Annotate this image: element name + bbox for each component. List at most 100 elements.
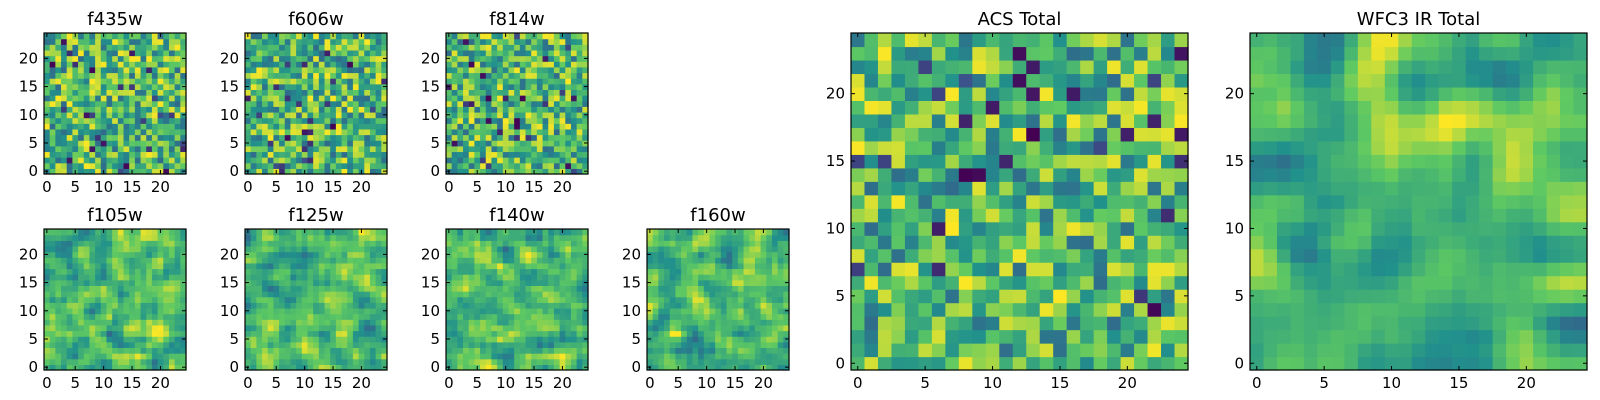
heatmap-cell: [698, 353, 705, 360]
heatmap-cell: [737, 268, 745, 275]
heatmap-cell: [749, 319, 756, 326]
heatmap-cell: [480, 95, 487, 102]
heatmap-cell: [95, 95, 102, 102]
heatmap-cell: [720, 257, 728, 264]
heatmap-cell: [743, 358, 750, 365]
heatmap-cell: [89, 128, 96, 136]
heatmap-cell: [267, 66, 274, 74]
heatmap-cell: [313, 111, 320, 119]
heatmap-cell: [55, 358, 62, 365]
heatmap-acs-total: [851, 33, 1189, 371]
heatmap-cell: [89, 240, 96, 247]
heatmap-cell: [565, 336, 572, 343]
heatmap-cell: [313, 358, 320, 365]
heatmap-cell: [692, 240, 699, 247]
heatmap-cell: [582, 106, 589, 113]
heatmap-cell: [958, 208, 973, 223]
heatmap-cell: [267, 229, 274, 236]
heatmap-cell: [106, 234, 113, 241]
heatmap-cell: [732, 358, 739, 365]
heatmap-cell: [457, 95, 464, 102]
heatmap-cell: [273, 151, 280, 158]
y-tick-label: 5: [229, 330, 239, 348]
heatmap-cell: [664, 240, 671, 247]
heatmap-cell: [335, 55, 343, 62]
y-tick-label: 0: [28, 358, 38, 376]
heatmap-cell: [525, 89, 532, 96]
heatmap-cell: [675, 268, 682, 275]
heatmap-cell: [341, 358, 348, 365]
heatmap-cell: [168, 324, 176, 332]
heatmap-cell: [497, 291, 504, 298]
heatmap-cell: [180, 89, 187, 96]
heatmap-cell: [375, 134, 382, 141]
heatmap-cell: [771, 268, 779, 275]
heatmap-cell: [301, 128, 309, 136]
heatmap-cell: [715, 296, 722, 303]
heatmap-cell: [497, 229, 504, 236]
heatmap-cell: [168, 66, 176, 74]
heatmap-cell: [468, 117, 475, 124]
heatmap-cell: [485, 55, 493, 62]
heatmap-cell: [61, 157, 68, 164]
heatmap-cell: [49, 324, 56, 332]
heatmap-cell: [284, 319, 292, 326]
heatmap-cell: [279, 240, 286, 247]
heatmap-cell: [250, 55, 257, 62]
heatmap-cell: [904, 154, 919, 169]
heatmap-cell: [664, 257, 671, 264]
heatmap-cell: [542, 162, 549, 169]
heatmap-cell: [698, 279, 705, 286]
heatmap-cell: [112, 83, 119, 90]
heatmap-cell: [985, 356, 1000, 371]
heatmap-cell: [536, 38, 544, 45]
heatmap-cell: [451, 291, 458, 298]
heatmap-cell: [83, 38, 91, 45]
heatmap-cell: [754, 324, 762, 332]
heatmap-cell: [519, 307, 527, 315]
heatmap-cell: [66, 296, 73, 303]
heatmap-cell: [570, 38, 578, 45]
heatmap-cell: [307, 123, 314, 130]
heatmap-cell: [508, 358, 515, 365]
heatmap-cell: [565, 33, 572, 40]
heatmap-cell: [313, 117, 320, 124]
heatmap-cell: [491, 61, 498, 68]
heatmap-cell: [743, 336, 750, 343]
heatmap-cell: [49, 279, 56, 286]
heatmap-cell: [330, 61, 337, 68]
heatmap-cell: [559, 240, 566, 247]
heatmap-cell: [151, 313, 159, 320]
heatmap-cell: [647, 268, 654, 275]
heatmap-cell: [726, 229, 733, 236]
heatmap-cell: [1066, 356, 1081, 371]
heatmap-cell: [491, 33, 498, 40]
heatmap-cell: [703, 251, 711, 258]
heatmap-cell: [720, 324, 728, 332]
heatmap-cell: [891, 235, 906, 250]
heatmap-cell: [463, 336, 470, 343]
y-tick-label: 10: [220, 106, 239, 124]
heatmap-cell: [548, 49, 555, 57]
heatmap-cell: [49, 307, 56, 315]
heatmap-cell: [89, 61, 96, 68]
heatmap-cell: [502, 44, 510, 51]
heatmap-cell: [250, 274, 257, 281]
heatmap-cell: [565, 268, 572, 275]
heatmap-cell: [307, 257, 314, 264]
heatmap-cell: [777, 364, 784, 371]
heatmap-cell: [553, 274, 561, 281]
heatmap-cell: [664, 245, 671, 253]
heatmap-cell: [61, 89, 68, 96]
heatmap-cell: [307, 72, 314, 79]
heatmap-cell: [61, 66, 68, 74]
heatmap-cell: [457, 100, 464, 107]
heatmap-cell: [565, 234, 572, 241]
heatmap-cell: [570, 251, 578, 258]
heatmap-cell: [451, 145, 458, 153]
heatmap-cell: [553, 229, 561, 236]
heatmap-cell: [123, 262, 130, 270]
heatmap-cell: [468, 83, 475, 90]
heatmap-cell: [61, 341, 68, 349]
heatmap-cell: [1080, 221, 1095, 236]
